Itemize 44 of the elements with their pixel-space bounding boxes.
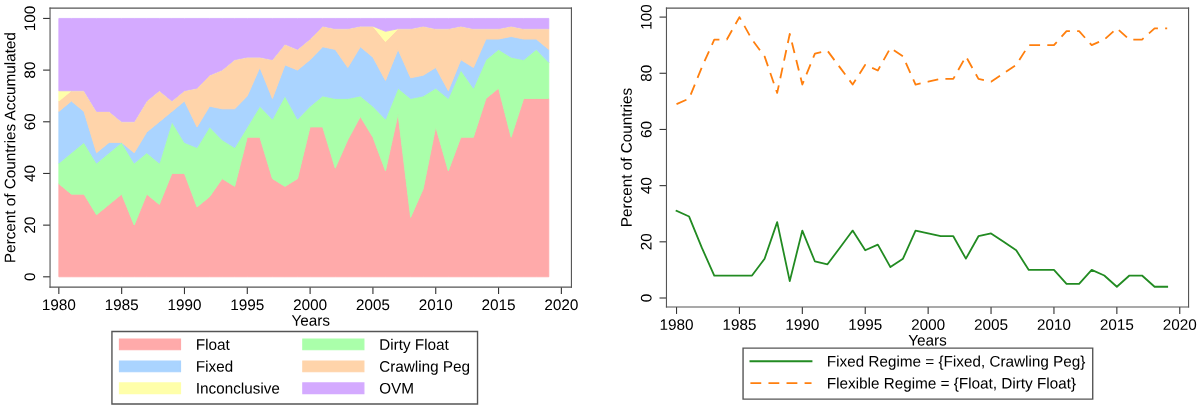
x-tick-label: 1985 (723, 319, 756, 331)
legend-label: Dirty Float (380, 338, 449, 353)
x-tick-label: 2015 (1100, 319, 1134, 331)
x-tick-label: 2000 (293, 299, 327, 311)
y-tick-label: 60 (640, 121, 652, 138)
legend-label: Fixed (197, 360, 233, 372)
y-tick-label: 100 (640, 4, 652, 29)
line-series (675, 210, 1169, 288)
x-tick-label: 1985 (105, 299, 139, 311)
y-tick-label: 80 (24, 62, 36, 78)
x-tick-label: 2020 (1163, 319, 1197, 331)
x-tick-label: 1990 (786, 319, 819, 331)
legend-label: OVM (379, 382, 413, 394)
y-tick-label: 20 (640, 233, 652, 250)
x-axis-title: Years (908, 334, 947, 346)
x-tick-label: 1995 (849, 319, 882, 331)
x-tick-label: 1980 (43, 299, 76, 311)
y-tick-label: 100 (24, 6, 36, 31)
y-tick-label: 40 (640, 177, 652, 194)
y-tick-label: 20 (24, 217, 36, 233)
legend-label: Fixed Regime = {Fixed, Crawling Peg} (828, 355, 1086, 370)
line-series (675, 16, 1169, 106)
y-tick-label: 80 (640, 65, 652, 82)
x-tick-label: 2010 (419, 299, 453, 311)
x-tick-label: 2005 (974, 319, 1008, 331)
y-tick-label: 0 (640, 294, 652, 302)
x-tick-label: 2010 (1037, 319, 1071, 331)
legend-label: Crawling Peg (379, 360, 470, 375)
x-axis-title: Years (291, 315, 330, 326)
y-tick-label: 60 (24, 113, 36, 130)
y-tick-label: 0 (24, 273, 36, 281)
x-tick-label: 2015 (482, 299, 515, 311)
legend-label: Inconclusive (197, 382, 280, 394)
x-tick-label: 2020 (545, 299, 578, 311)
x-tick-label: 1980 (660, 319, 693, 331)
x-tick-label: 1990 (168, 299, 201, 311)
legend-label: Flexible Regime = {Float, Dirty Float} (828, 377, 1076, 392)
x-tick-label: 2000 (911, 319, 945, 331)
y-axis-title: Percent of Countries Accumulated (4, 33, 16, 262)
x-tick-label: 1995 (231, 299, 264, 311)
y-tick-label: 40 (24, 165, 36, 182)
legend-label: Float (197, 338, 230, 350)
y-axis-title: Percent of Countries (620, 88, 632, 226)
x-tick-label: 2005 (356, 299, 390, 311)
